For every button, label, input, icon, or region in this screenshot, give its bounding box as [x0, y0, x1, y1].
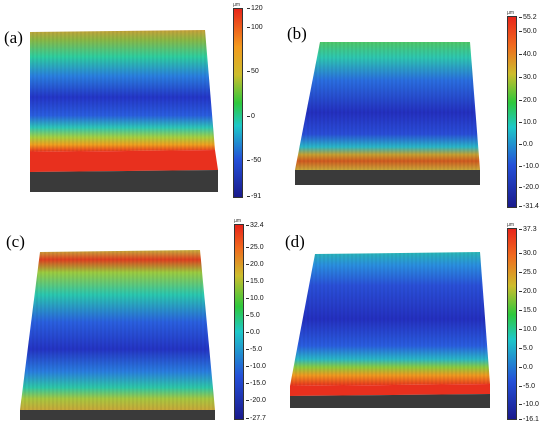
colorbar-tick-c-11: -27.7	[246, 415, 266, 422]
colorbar-tick-b-7: -10.0	[519, 163, 539, 170]
colorbar-tick-b-0: 55.2	[519, 14, 537, 21]
colorbar-d	[507, 228, 517, 420]
colorbar-tick-d-4: 15.0	[519, 307, 537, 314]
colorbar-tick-a-1: 100	[247, 24, 263, 31]
colorbar-tick-d-5: 10.0	[519, 326, 537, 333]
colorbar-unit-a: µm	[233, 2, 241, 8]
colorbar-tick-c-3: 15.0	[246, 278, 264, 285]
colorbar-c	[234, 224, 244, 420]
colorbar-tick-b-1: 50.0	[519, 28, 537, 35]
colorbar-tick-b-4: 20.0	[519, 97, 537, 104]
base-side-a	[30, 170, 218, 192]
colorbar-tick-d-10: -16.1	[519, 416, 539, 423]
colorbar-a	[233, 8, 243, 198]
colorbar-tick-d-2: 25.0	[519, 269, 537, 276]
colorbar-tick-c-10: -20.0	[246, 397, 266, 404]
colorbar-unit-b: µm	[507, 10, 515, 16]
colorbar-unit-d: µm	[507, 222, 515, 228]
colorbar-tick-d-3: 20.0	[519, 288, 537, 295]
colorbar-tick-c-0: 32.4	[246, 222, 264, 229]
colorbar-tick-a-3: 0	[247, 113, 255, 120]
colorbar-tick-d-7: 0.0	[519, 364, 533, 371]
colorbar-tick-c-4: 10.0	[246, 295, 264, 302]
base-top-a	[30, 150, 218, 172]
colorbar-tick-c-9: -15.0	[246, 380, 266, 387]
panel-a: (a) µm 120 100 50 0 -50 -91	[0, 0, 275, 214]
colorbar-tick-a-5: -91	[246, 193, 262, 200]
panel-label-b: (b)	[287, 24, 307, 43]
surface-plot-c	[20, 250, 215, 420]
colorbar-tick-d-8: -5.0	[518, 383, 536, 390]
base-side-b	[295, 170, 480, 185]
panel-label-c: (c)	[6, 232, 25, 251]
colorbar-tick-c-5: 5.0	[246, 312, 260, 319]
colorbar-tick-a-4: -50	[246, 157, 262, 164]
panel-label-a: (a)	[4, 28, 23, 47]
colorbar-tick-c-1: 25.0	[246, 244, 264, 251]
colorbar-tick-b-6: 0.0	[519, 141, 533, 148]
base-side-d	[290, 394, 490, 408]
surface-plot-d	[290, 252, 490, 408]
colorbar-tick-d-6: 5.0	[519, 345, 533, 352]
panel-label-d: (d)	[285, 232, 305, 251]
colorbar-tick-a-2: 50	[247, 68, 259, 75]
colorbar-tick-b-5: 10.0	[519, 119, 537, 126]
colorbar-tick-d-1: 30.0	[519, 250, 537, 257]
colorbar-tick-c-6: 0.0	[246, 329, 260, 336]
colorbar-unit-c: µm	[234, 218, 242, 224]
colorbar-tick-c-7: -5.0	[245, 346, 263, 353]
colorbar-tick-b-8: -20.0	[519, 184, 539, 191]
colorbar-tick-d-9: -10.0	[519, 401, 539, 408]
colorbar-tick-b-3: 30.0	[519, 74, 537, 81]
panel-c: (c) µm 32.4 25.0 20.0 15.0 10.0 5.0 0.0 …	[0, 214, 275, 428]
colorbar-tick-d-0: 37.3	[519, 226, 537, 233]
colorbar-tick-a-0: 120	[247, 5, 263, 12]
panel-d: (d) µm 37.3 30.0 25.0 20.0 15.0 10.0 5.0…	[275, 214, 550, 428]
colorbar-tick-c-8: -10.0	[246, 363, 266, 370]
surface-plot-a	[30, 30, 218, 192]
colorbar-tick-b-9: -31.4	[519, 203, 539, 210]
base-side-c	[20, 410, 215, 420]
panel-b: (b) µm 55.2 50.0 40.0 30.0 20.0 10.0 0.0…	[275, 0, 550, 214]
colorbar-tick-c-2: 20.0	[246, 261, 264, 268]
base-top-d	[290, 384, 490, 396]
colorbar-b	[507, 16, 517, 208]
surface-plot-b	[295, 42, 480, 185]
colorbar-tick-b-2: 40.0	[519, 51, 537, 58]
